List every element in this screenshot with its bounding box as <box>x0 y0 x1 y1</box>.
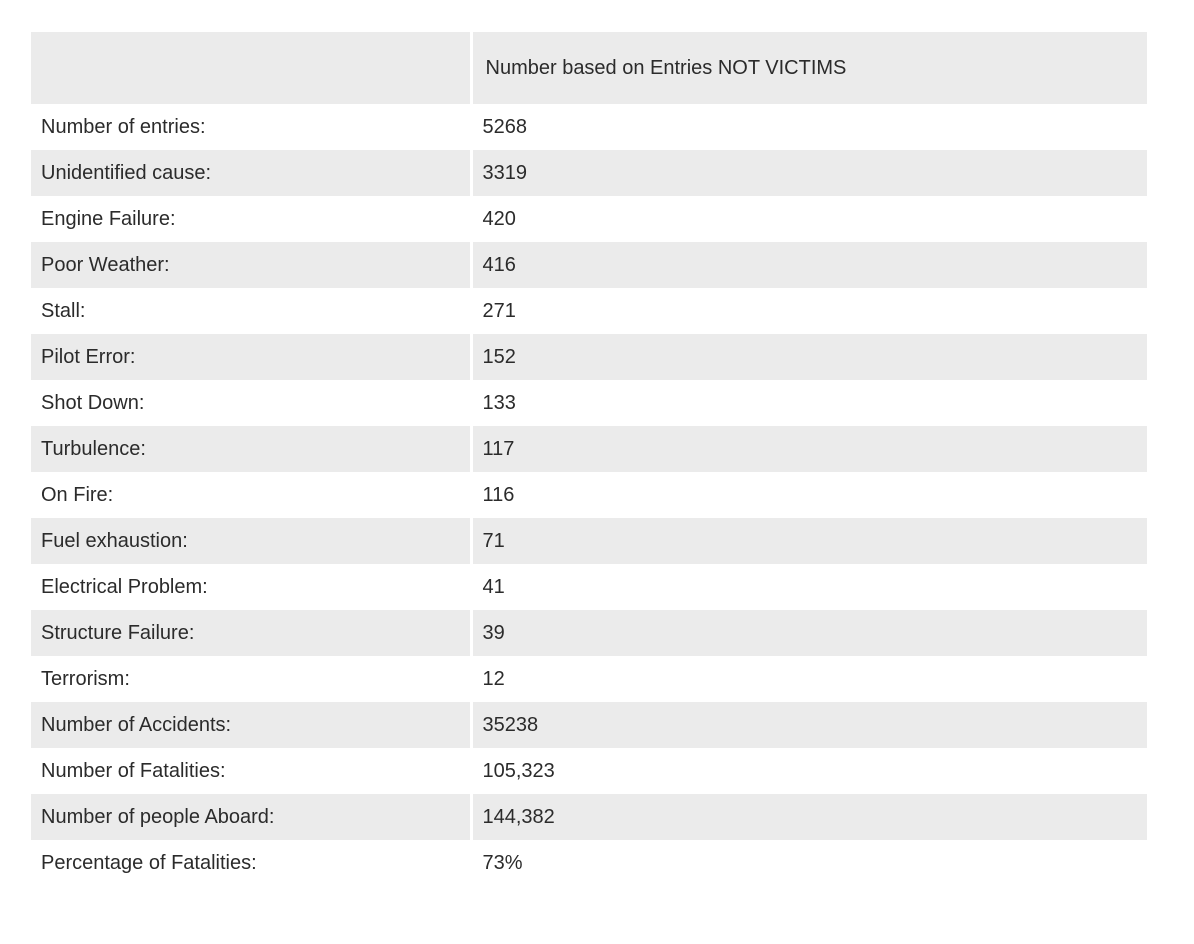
row-value: 420 <box>469 196 1147 242</box>
table-row: Terrorism: 12 <box>31 656 1147 702</box>
table-row: Unidentified cause: 3319 <box>31 150 1147 196</box>
row-label: On Fire: <box>41 484 114 506</box>
row-label: Terrorism: <box>41 668 130 690</box>
table-row: Number of Accidents: 35238 <box>31 702 1147 748</box>
row-label: Pilot Error: <box>31 334 471 380</box>
table-row: Structure Failure: 39 <box>31 610 1147 656</box>
table-row: Poor Weather: 416 <box>31 242 1147 288</box>
row-value: 152 <box>469 334 1147 380</box>
row-value: 271 <box>469 288 1147 334</box>
row-label: Number of Fatalities: <box>41 760 226 782</box>
row-value: 71 <box>469 518 1147 564</box>
row-value: 105,323 <box>469 748 1147 794</box>
row-value: 144,382 <box>469 794 1147 840</box>
table-row: Engine Failure: 420 <box>31 196 1147 242</box>
table-header: Number based on Entries NOT VICTIMS <box>31 32 1147 104</box>
header-cell-value: Number based on Entries NOT VICTIMS <box>469 32 1147 104</box>
row-label: Poor Weather: <box>31 242 471 288</box>
row-value: 41 <box>469 564 1147 610</box>
row-value: 3319 <box>469 150 1147 196</box>
header-row: Number based on Entries NOT VICTIMS <box>31 32 1147 104</box>
row-value: 5268 <box>469 104 1147 150</box>
table-row: On Fire: 116 <box>31 472 1147 518</box>
row-label: Structure Failure: <box>31 610 471 656</box>
row-value: 39 <box>469 610 1147 656</box>
table-row: Turbulence: 117 <box>31 426 1147 472</box>
row-label: Turbulence: <box>31 426 471 472</box>
row-label: Percentage of Fatalities: <box>41 852 257 874</box>
row-label: Unidentified cause: <box>31 150 471 196</box>
row-label: Stall: <box>41 300 86 322</box>
row-value: 133 <box>469 380 1147 426</box>
row-label: Number of entries: <box>41 116 206 138</box>
table-row: Number of people Aboard: 144,382 <box>31 794 1147 840</box>
row-value: 416 <box>469 242 1147 288</box>
row-label: Electrical Problem: <box>41 576 208 598</box>
table-body: Number of entries: 5268 Unidentified caus… <box>31 104 1147 886</box>
row-label: Shot Down: <box>41 392 145 414</box>
row-label: Number of Accidents: <box>31 702 471 748</box>
row-label: Fuel exhaustion: <box>31 518 471 564</box>
table-row: Fuel exhaustion: 71 <box>31 518 1147 564</box>
accident-statistics-table: Number based on Entries NOT VICTIMS Numb… <box>31 32 1147 886</box>
table-row: Number of entries: 5268 <box>31 104 1147 150</box>
table-row: Number of Fatalities: 105,323 <box>31 748 1147 794</box>
row-label: Number of people Aboard: <box>31 794 471 840</box>
table-row: Shot Down: 133 <box>31 380 1147 426</box>
table-row: Pilot Error: 152 <box>31 334 1147 380</box>
table-row: Percentage of Fatalities: 73% <box>31 840 1147 886</box>
table-row: Electrical Problem: 41 <box>31 564 1147 610</box>
table-row: Stall: 271 <box>31 288 1147 334</box>
row-value: 117 <box>469 426 1147 472</box>
row-value: 73% <box>469 840 1147 886</box>
row-value: 35238 <box>469 702 1147 748</box>
data-table-container: Number based on Entries NOT VICTIMS Numb… <box>31 32 1147 886</box>
row-label: Engine Failure: <box>41 208 176 230</box>
row-value: 116 <box>469 472 1147 518</box>
header-cell-label <box>31 32 471 104</box>
row-value: 12 <box>469 656 1147 702</box>
